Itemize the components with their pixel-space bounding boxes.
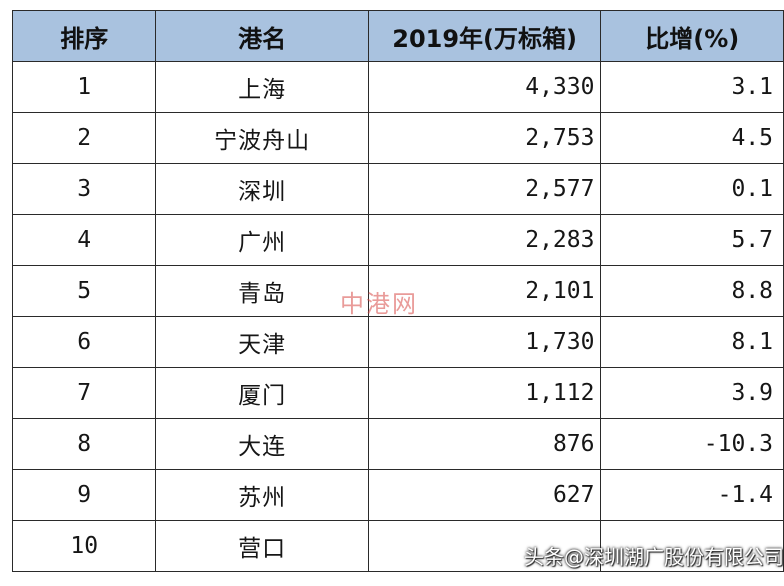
rank-cell: 2 (11, 112, 157, 164)
teu-cell: 2,577 (367, 163, 602, 215)
header-rank: 排序 (11, 10, 157, 62)
rank-cell: 1 (11, 61, 157, 113)
port-name-cell: 深圳 (155, 163, 369, 215)
rank-cell: 10 (11, 520, 157, 572)
growth-cell: 3.9 (600, 367, 784, 419)
table-row: 10 营口 (11, 520, 784, 572)
teu-cell: 627 (367, 469, 602, 521)
port-name-cell: 上海 (155, 61, 369, 113)
teu-cell: 876 (367, 418, 602, 470)
rank-cell: 6 (11, 316, 157, 368)
growth-cell: 8.1 (600, 316, 784, 368)
table-row: 2 宁波舟山 2,753 4.5 (11, 112, 784, 164)
watermark-logo: 中港网 (340, 290, 418, 318)
port-name-cell: 大连 (155, 418, 369, 470)
teu-cell: 1,112 (367, 367, 602, 419)
table-body: 1 上海 4,330 3.1 2 宁波舟山 2,753 4.5 3 深圳 2,5… (11, 61, 784, 572)
teu-cell: 1,730 (367, 316, 602, 368)
header-teu-2019: 2019年(万标箱) (367, 10, 602, 62)
growth-cell: 5.7 (600, 214, 784, 266)
header-row: 排序 港名 2019年(万标箱) 比增(%) (11, 10, 784, 62)
table-row: 6 天津 1,730 8.1 (11, 316, 784, 368)
teu-cell (367, 520, 602, 572)
growth-cell: 0.1 (600, 163, 784, 215)
teu-cell: 2,753 (367, 112, 602, 164)
growth-cell: -10.3 (600, 418, 784, 470)
teu-cell: 4,330 (367, 61, 602, 113)
rank-cell: 4 (11, 214, 157, 266)
teu-cell: 2,283 (367, 214, 602, 266)
port-name-cell: 苏州 (155, 469, 369, 521)
rank-cell: 3 (11, 163, 157, 215)
growth-cell (600, 520, 784, 572)
growth-cell: 3.1 (600, 61, 784, 113)
table-row: 1 上海 4,330 3.1 (11, 61, 784, 113)
port-name-cell: 青岛 (155, 265, 369, 317)
source-attribution: 头条@深圳湖广股份有限公司 (524, 545, 784, 569)
port-ranking-table: 排序 港名 2019年(万标箱) 比增(%) 1 上海 4,330 3.1 2 … (11, 10, 784, 572)
rank-cell: 7 (11, 367, 157, 419)
rank-cell: 5 (11, 265, 157, 317)
growth-cell: 8.8 (600, 265, 784, 317)
rank-cell: 9 (11, 469, 157, 521)
port-name-cell: 广州 (155, 214, 369, 266)
table-row: 4 广州 2,283 5.7 (11, 214, 784, 266)
table-row: 9 苏州 627 -1.4 (11, 469, 784, 521)
table-row: 5 青岛 2,101 8.8 (11, 265, 784, 317)
growth-cell: 4.5 (600, 112, 784, 164)
table-row: 7 厦门 1,112 3.9 (11, 367, 784, 419)
port-name-cell: 厦门 (155, 367, 369, 419)
port-name-cell: 营口 (155, 520, 369, 572)
table-header: 排序 港名 2019年(万标箱) 比增(%) (11, 10, 784, 62)
table-row: 8 大连 876 -10.3 (11, 418, 784, 470)
teu-cell: 2,101 (367, 265, 602, 317)
header-port-name: 港名 (155, 10, 369, 62)
port-name-cell: 天津 (155, 316, 369, 368)
rank-cell: 8 (11, 418, 157, 470)
table-row: 3 深圳 2,577 0.1 (11, 163, 784, 215)
port-name-cell: 宁波舟山 (155, 112, 369, 164)
growth-cell: -1.4 (600, 469, 784, 521)
header-growth: 比增(%) (600, 10, 784, 62)
